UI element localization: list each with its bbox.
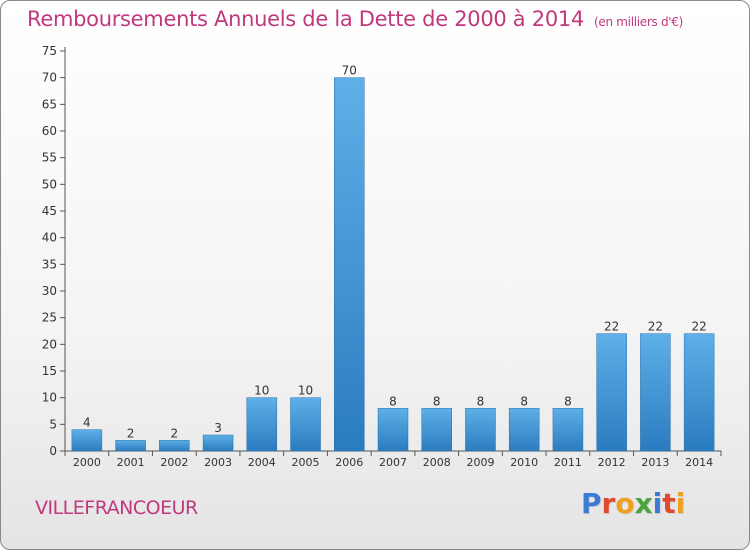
value-label: 2 [127,426,135,440]
value-label: 8 [477,394,485,408]
chart-unit: (en milliers d'€) [594,15,684,29]
y-tick-label: 0 [49,444,57,458]
bar-2004 [246,397,278,452]
x-axis: 2000 2001 2002 2003 2004 2005 2006 2007 2008 2009… [64,450,722,469]
y-tick-label: 35 [42,257,57,271]
logo-letter: x [634,487,653,520]
x-tick-label: 2005 [292,456,320,469]
value-label: 10 [298,384,313,398]
chart-title-text: Remboursements Annuels de la Dette de 20… [27,7,584,31]
x-tick-label: 2002 [160,456,188,469]
chart-title: Remboursements Annuels de la Dette de 20… [27,7,683,31]
bar-2007 [377,408,409,452]
bar-2008 [421,408,452,452]
value-label: 70 [342,64,357,78]
y-tick-label: 10 [42,391,57,405]
x-tick-label: 2004 [248,456,276,469]
value-label: 2 [171,426,179,440]
logo-letter: r [601,487,616,520]
bar-2010 [508,408,540,452]
logo-letter: t [662,487,676,520]
value-label: 22 [691,320,706,334]
bar-2002 [159,440,190,452]
bar-2000 [71,429,103,452]
y-tick-label: 65 [42,97,57,111]
y-tick-label: 25 [42,311,57,325]
bar-2011 [552,408,584,452]
value-label: 3 [214,421,222,435]
y-tick-label: 5 [49,417,57,431]
y-tick-label: 70 [42,71,57,85]
proxiti-logo: Proxiti [581,487,685,520]
x-tick-label: 2008 [423,456,451,469]
y-tick-label: 75 [42,44,57,58]
y-tick-label: 50 [42,177,57,191]
commune-name: VILLEFRANCOEUR [35,497,198,519]
value-label: 8 [433,394,441,408]
x-tick-label: 2001 [117,456,145,469]
bar-2005 [290,397,321,452]
bars [71,77,715,452]
logo-letter: i [675,487,686,520]
value-label: 10 [254,384,269,398]
x-tick-label: 2012 [598,456,626,469]
x-tick-label: 2007 [379,456,407,469]
y-tick-label: 60 [42,124,57,138]
x-tick-label: 2010 [510,456,538,469]
y-tick-label: 55 [42,151,57,165]
logo-letter: i [652,487,663,520]
x-tick-label: 2003 [204,456,232,469]
bar-2006 [334,77,365,452]
y-tick-label: 45 [42,204,57,218]
logo-letter: o [615,487,635,520]
value-label: 22 [604,320,619,334]
value-label: 8 [520,394,528,408]
bar-2001 [115,440,146,452]
bar-2003 [202,434,234,452]
y-tick-label: 30 [42,284,57,298]
x-tick-label: 2014 [685,456,713,469]
y-axis: 0 5 10 15 20 25 30 35 40 45 50 55 60 65 70 75 [42,44,66,458]
y-tick-label: 40 [42,231,57,245]
y-tick-label: 15 [42,364,57,378]
y-tick-label: 20 [42,337,57,351]
x-tick-label: 2013 [641,456,669,469]
x-tick-label: 2009 [466,456,494,469]
bar-2009 [465,408,496,452]
value-label: 8 [389,394,397,408]
x-tick-label: 2006 [335,456,363,469]
value-label: 4 [83,416,91,430]
bar-2014 [683,333,715,452]
value-label: 22 [648,320,663,334]
logo-letter: P [581,487,602,520]
x-tick-label: 2011 [554,456,582,469]
bar-2012 [596,333,627,452]
value-label: 8 [564,394,572,408]
x-tick-label: 2000 [73,456,101,469]
bar-2013 [640,333,671,452]
